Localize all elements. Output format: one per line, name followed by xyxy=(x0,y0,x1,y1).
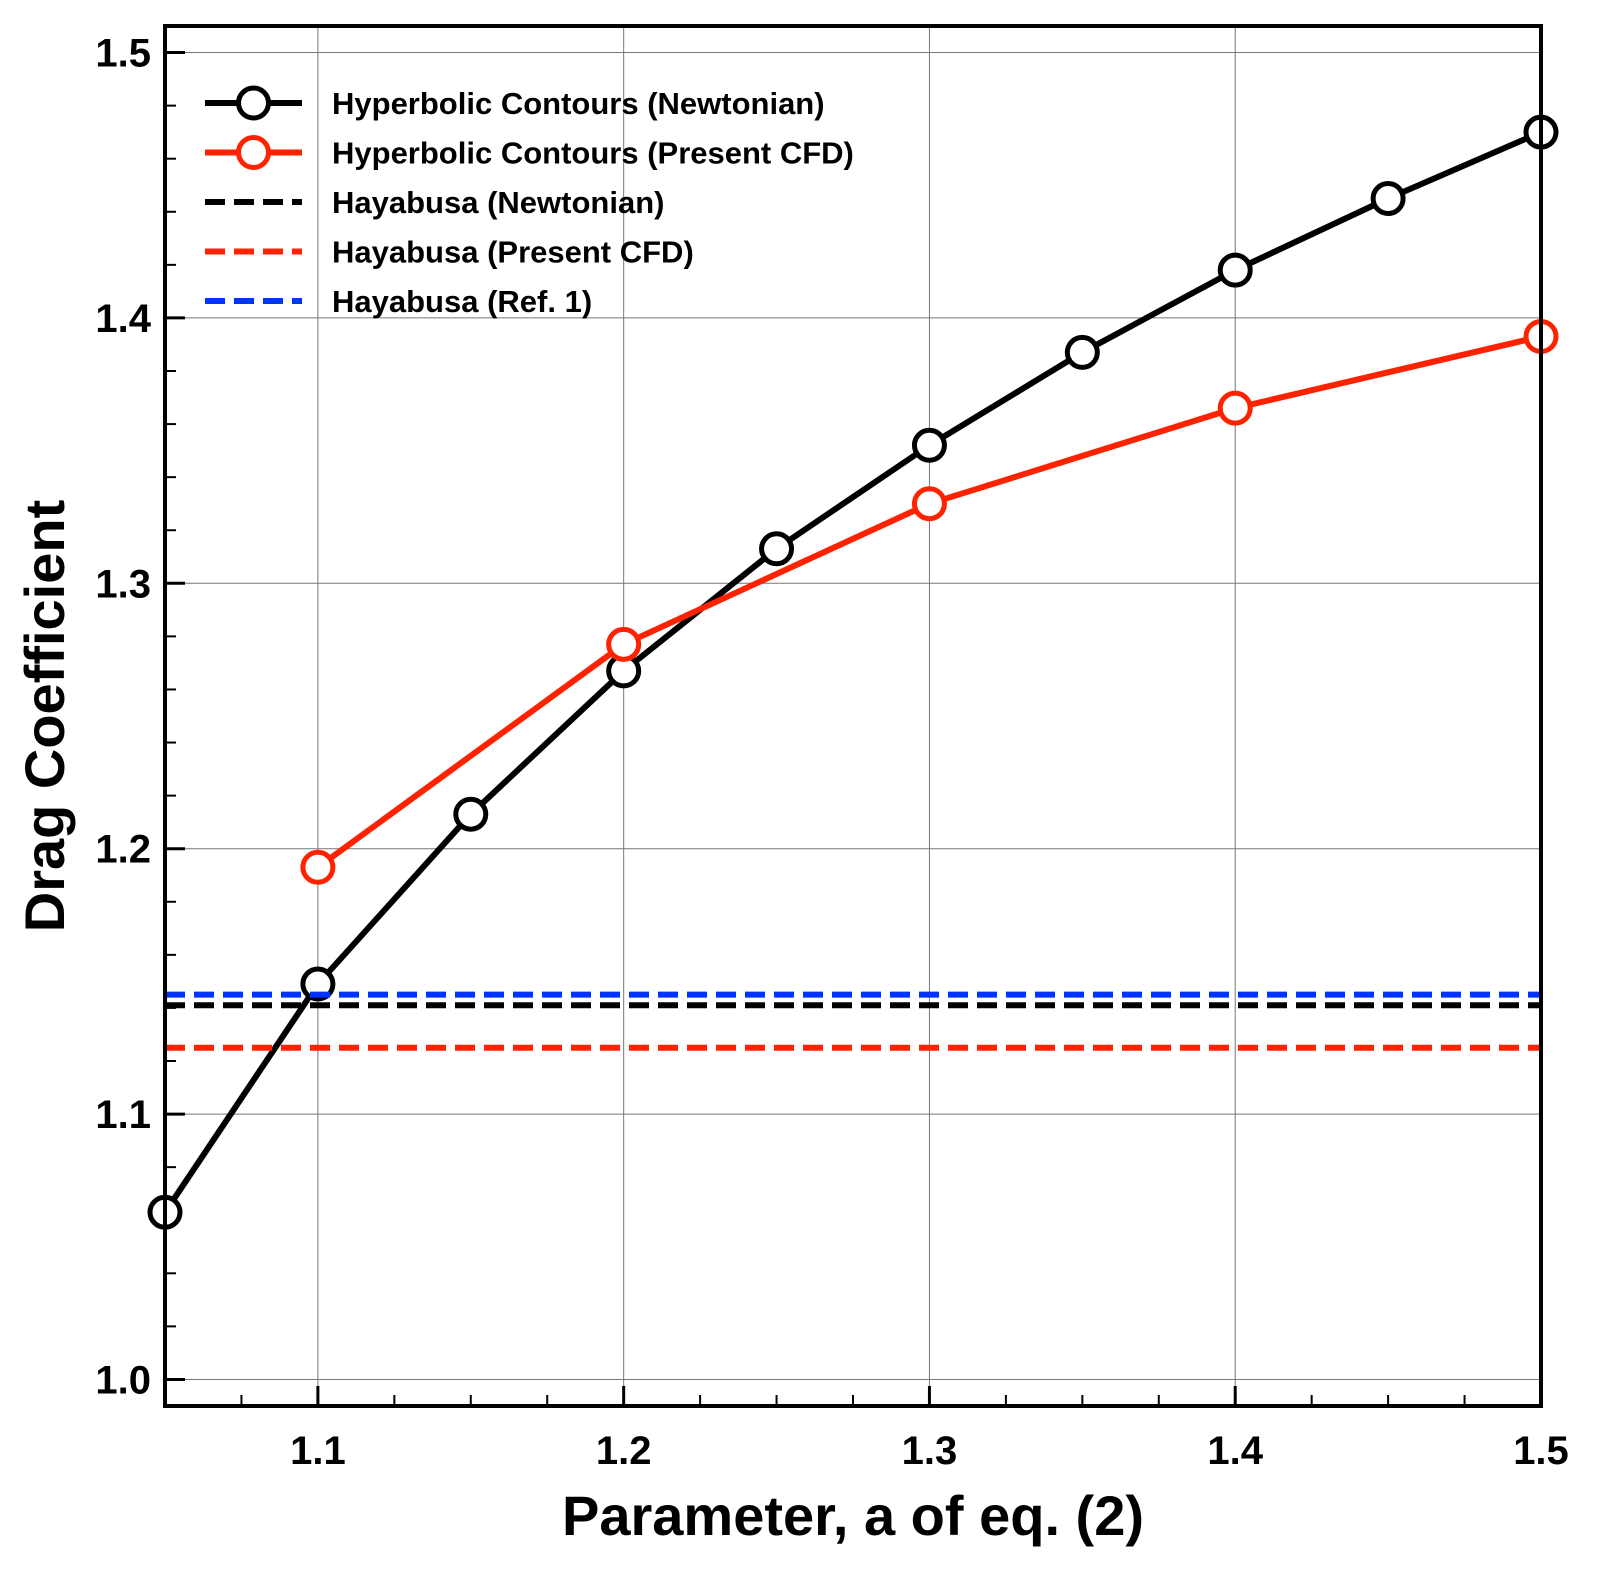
x-tick-label: 1.5 xyxy=(1513,1429,1569,1473)
data-point xyxy=(911,486,947,522)
data-point xyxy=(1217,390,1253,426)
y-axis-title: Drag Coefficient xyxy=(13,500,76,933)
plot-frame xyxy=(163,24,1543,1408)
data-point xyxy=(453,796,489,832)
y-tick-label: 1.4 xyxy=(95,297,151,341)
data-point xyxy=(300,966,336,1002)
legend-label: Hayabusa (Present CFD) xyxy=(332,235,694,270)
y-tick-label: 1.5 xyxy=(95,32,151,76)
legend-marker xyxy=(236,135,271,170)
data-point xyxy=(1064,334,1100,370)
legend-entry-hayabusa-newtonian: Hayabusa (Newtonian) xyxy=(205,185,664,220)
data-point xyxy=(1370,181,1406,216)
x-tick-label: 1.4 xyxy=(1207,1429,1263,1473)
series-line xyxy=(162,129,1543,1214)
y-tick-label: 1.2 xyxy=(95,828,151,872)
legend-entry-hayabusa-present-cfd: Hayabusa (Present CFD) xyxy=(205,235,694,270)
legend-entry-hyperbolic-newtonian: Hyperbolic Contours (Newtonian) xyxy=(205,85,825,121)
data-point xyxy=(911,427,947,463)
data-point xyxy=(1217,252,1253,288)
legend-label: Hayabusa (Ref. 1) xyxy=(332,284,592,319)
x-tick-label: 1.3 xyxy=(902,1429,958,1473)
grid-lines xyxy=(165,26,1542,1406)
data-point xyxy=(300,849,336,885)
legend-marker xyxy=(236,85,271,121)
legend-label: Hayabusa (Newtonian) xyxy=(332,185,664,220)
y-tick-label: 1.0 xyxy=(95,1358,151,1402)
x-axis-title: Parameter, a of eq. (2) xyxy=(562,1484,1144,1547)
x-tick-label: 1.2 xyxy=(596,1429,652,1473)
y-tick-label: 1.3 xyxy=(95,562,151,606)
series-hyperbolic-present-cfd xyxy=(300,319,1559,885)
legend-entry-hayabusa-ref1: Hayabusa (Ref. 1) xyxy=(205,284,592,319)
y-tick-label: 1.1 xyxy=(95,1093,151,1137)
data-point xyxy=(759,531,795,567)
legend-label: Hyperbolic Contours (Present CFD) xyxy=(332,136,854,171)
data-series xyxy=(147,114,1559,1230)
legend-label: Hyperbolic Contours (Newtonian) xyxy=(332,86,825,121)
tick-labels: 1.1 1.2 1.3 1.4 1.5 1.0 1.1 1.2 1.3 1.4 1.5 xyxy=(95,32,1568,1473)
x-tick-label: 1.1 xyxy=(290,1429,346,1473)
data-point xyxy=(606,626,642,662)
legend-entry-hyperbolic-present-cfd: Hyperbolic Contours (Present CFD) xyxy=(205,135,854,171)
legend: Hyperbolic Contours (Newtonian) Hyperboli… xyxy=(205,85,854,319)
